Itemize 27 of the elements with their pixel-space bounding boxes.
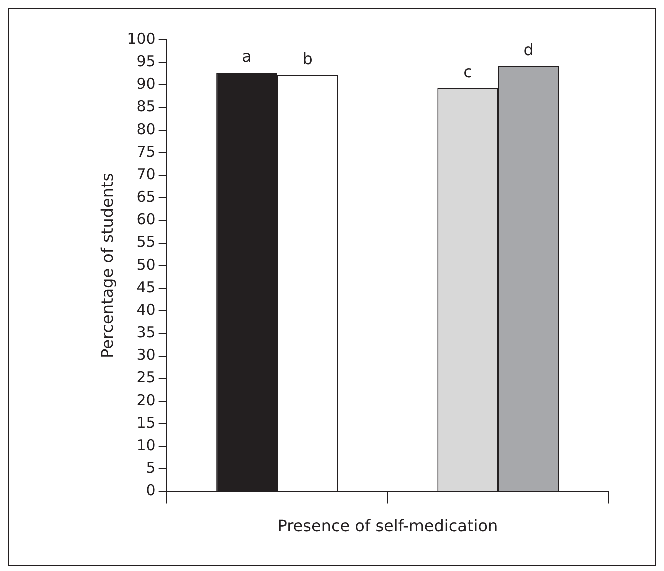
y-tick-label: 80 <box>136 120 156 138</box>
y-tick-label: 50 <box>136 256 156 274</box>
y-axis-title: Percentage of students <box>98 173 117 358</box>
y-tick-label: 100 <box>127 30 156 48</box>
y-tick-label: 40 <box>136 300 156 319</box>
data-label: c <box>464 62 472 82</box>
y-tick-label: 15 <box>136 414 156 432</box>
data-label: d <box>524 40 534 60</box>
y-tick-label: 95 <box>136 52 156 70</box>
y-tick-label: 35 <box>136 324 156 342</box>
y-tick-label: 75 <box>136 142 156 161</box>
y-tick-label: 55 <box>136 233 156 252</box>
y-tick-label: 45 <box>136 278 156 296</box>
y-tick-label: 65 <box>136 188 156 206</box>
data-label: a <box>242 47 252 66</box>
y-tick-label: 85 <box>136 98 156 116</box>
y-tick-label: 70 <box>136 165 156 184</box>
x-axis-title: Presence of self-medication <box>278 516 498 536</box>
y-tick-label: 5 <box>146 459 156 478</box>
y-tick-label: 10 <box>136 436 156 455</box>
y-tick-label: 60 <box>136 210 156 229</box>
data-label: b <box>302 49 313 68</box>
y-tick-label: 90 <box>136 75 156 94</box>
y-tick-label: 25 <box>136 368 156 387</box>
y-tick-label: 0 <box>146 482 156 500</box>
y-tick-label: 20 <box>136 391 156 410</box>
y-tick-label: 30 <box>136 346 156 364</box>
